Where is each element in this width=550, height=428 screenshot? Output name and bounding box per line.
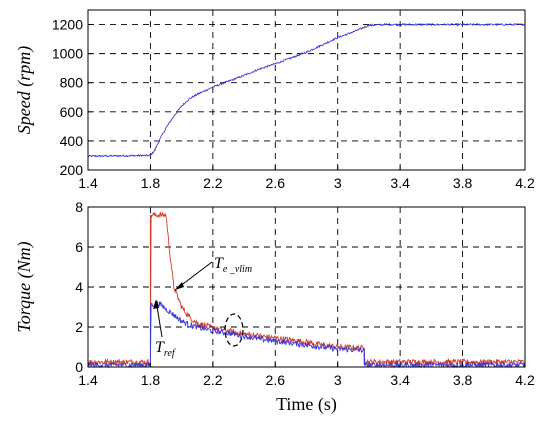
y-axis-label: Speed (rpm) — [14, 46, 35, 134]
y-tick-label: 200 — [60, 162, 84, 178]
x-tick-label: 1.4 — [78, 372, 98, 388]
x-tick-label: 3 — [334, 175, 342, 191]
y-tick-label: 8 — [75, 199, 83, 215]
y-tick-label: 4 — [75, 279, 83, 295]
x-tick-label: 3 — [334, 372, 342, 388]
y-tick-label: 800 — [60, 75, 84, 91]
y-tick-label: 600 — [60, 104, 84, 120]
x-tick-label: 2.2 — [203, 372, 223, 388]
highlight-ellipse — [224, 313, 244, 347]
x-tick-label: 4.2 — [515, 372, 535, 388]
x-tick-label: 3.4 — [390, 372, 410, 388]
y-tick-label: 0 — [75, 359, 83, 375]
y-tick-label: 2 — [75, 319, 83, 335]
y-axis-label: Torque (Nm) — [14, 241, 35, 332]
x-tick-label: 4.2 — [515, 175, 535, 191]
arrow-head — [153, 300, 159, 309]
series-line-2 — [87, 300, 526, 369]
annotation-label: Te _vlim — [214, 255, 252, 275]
series-line-1 — [87, 211, 526, 367]
series-line-1 — [87, 22, 526, 158]
x-axis-label: Time (s) — [276, 394, 337, 415]
x-tick-label: 3.8 — [453, 372, 473, 388]
x-tick-label: 3.4 — [390, 175, 410, 191]
y-tick-label: 6 — [75, 239, 83, 255]
annotation-label: Tref — [155, 339, 176, 359]
speed-plot: 1.4 1.8 2.2 2.6 3 3.4 3.8 4.2 200 400 600 800 1000 12… — [14, 9, 535, 191]
x-tick-label: 3.8 — [453, 175, 473, 191]
y-tick-label: 1000 — [52, 46, 83, 62]
y-tick-label: 1200 — [52, 17, 83, 33]
torque-plot: 1.4 1.8 2.2 2.6 3 3.4 3.8 4.2 0 2 4 6 8 Torque (Nm) Ti… — [14, 199, 535, 415]
x-tick-label: 1.8 — [141, 175, 161, 191]
x-tick-label: 2.2 — [203, 175, 223, 191]
x-tick-label: 1.8 — [141, 372, 161, 388]
x-tick-label: 2.6 — [266, 175, 286, 191]
plot-frame — [87, 206, 526, 368]
x-tick-label: 2.6 — [266, 372, 286, 388]
y-tick-label: 400 — [60, 133, 84, 149]
plot-frame — [87, 9, 526, 171]
arrow-head — [175, 282, 184, 290]
x-tick-label: 1.4 — [78, 175, 98, 191]
